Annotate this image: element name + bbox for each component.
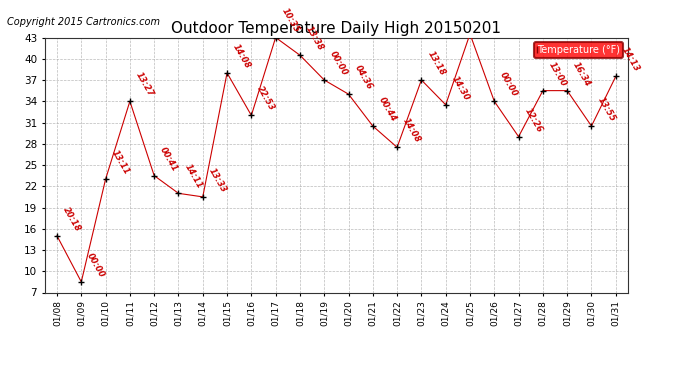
Text: 00:41: 00:41 <box>158 145 179 173</box>
Text: 13:11: 13:11 <box>110 148 131 176</box>
Text: 13:00: 13:00 <box>547 60 569 88</box>
Text: 16:34: 16:34 <box>571 60 593 88</box>
Text: 00:44: 00:44 <box>377 96 398 123</box>
Text: 13:27: 13:27 <box>134 71 155 99</box>
Text: 04:36: 04:36 <box>353 64 374 92</box>
Text: 14:08: 14:08 <box>231 42 253 70</box>
Text: 12:26: 12:26 <box>523 106 544 134</box>
Text: 13:38: 13:38 <box>304 25 325 52</box>
Text: 13:55: 13:55 <box>595 96 617 123</box>
Text: 13:33: 13:33 <box>207 166 228 194</box>
Text: 14:13: 14:13 <box>620 46 641 74</box>
Text: 00:00: 00:00 <box>498 71 520 99</box>
Text: 20:18: 20:18 <box>61 205 82 233</box>
Text: 14:11: 14:11 <box>183 163 204 190</box>
Text: 00:00: 00:00 <box>86 251 107 279</box>
Text: 10:35: 10:35 <box>280 7 301 35</box>
Text: 11:16: 11:16 <box>0 374 1 375</box>
Text: 14:08: 14:08 <box>402 117 422 144</box>
Text: 14:30: 14:30 <box>450 74 471 102</box>
Text: Copyright 2015 Cartronics.com: Copyright 2015 Cartronics.com <box>7 17 160 27</box>
Legend: Temperature (°F): Temperature (°F) <box>534 42 623 58</box>
Text: 00:00: 00:00 <box>328 50 350 77</box>
Text: 13:18: 13:18 <box>426 50 447 77</box>
Text: 22:53: 22:53 <box>255 85 277 112</box>
Title: Outdoor Temperature Daily High 20150201: Outdoor Temperature Daily High 20150201 <box>171 21 502 36</box>
